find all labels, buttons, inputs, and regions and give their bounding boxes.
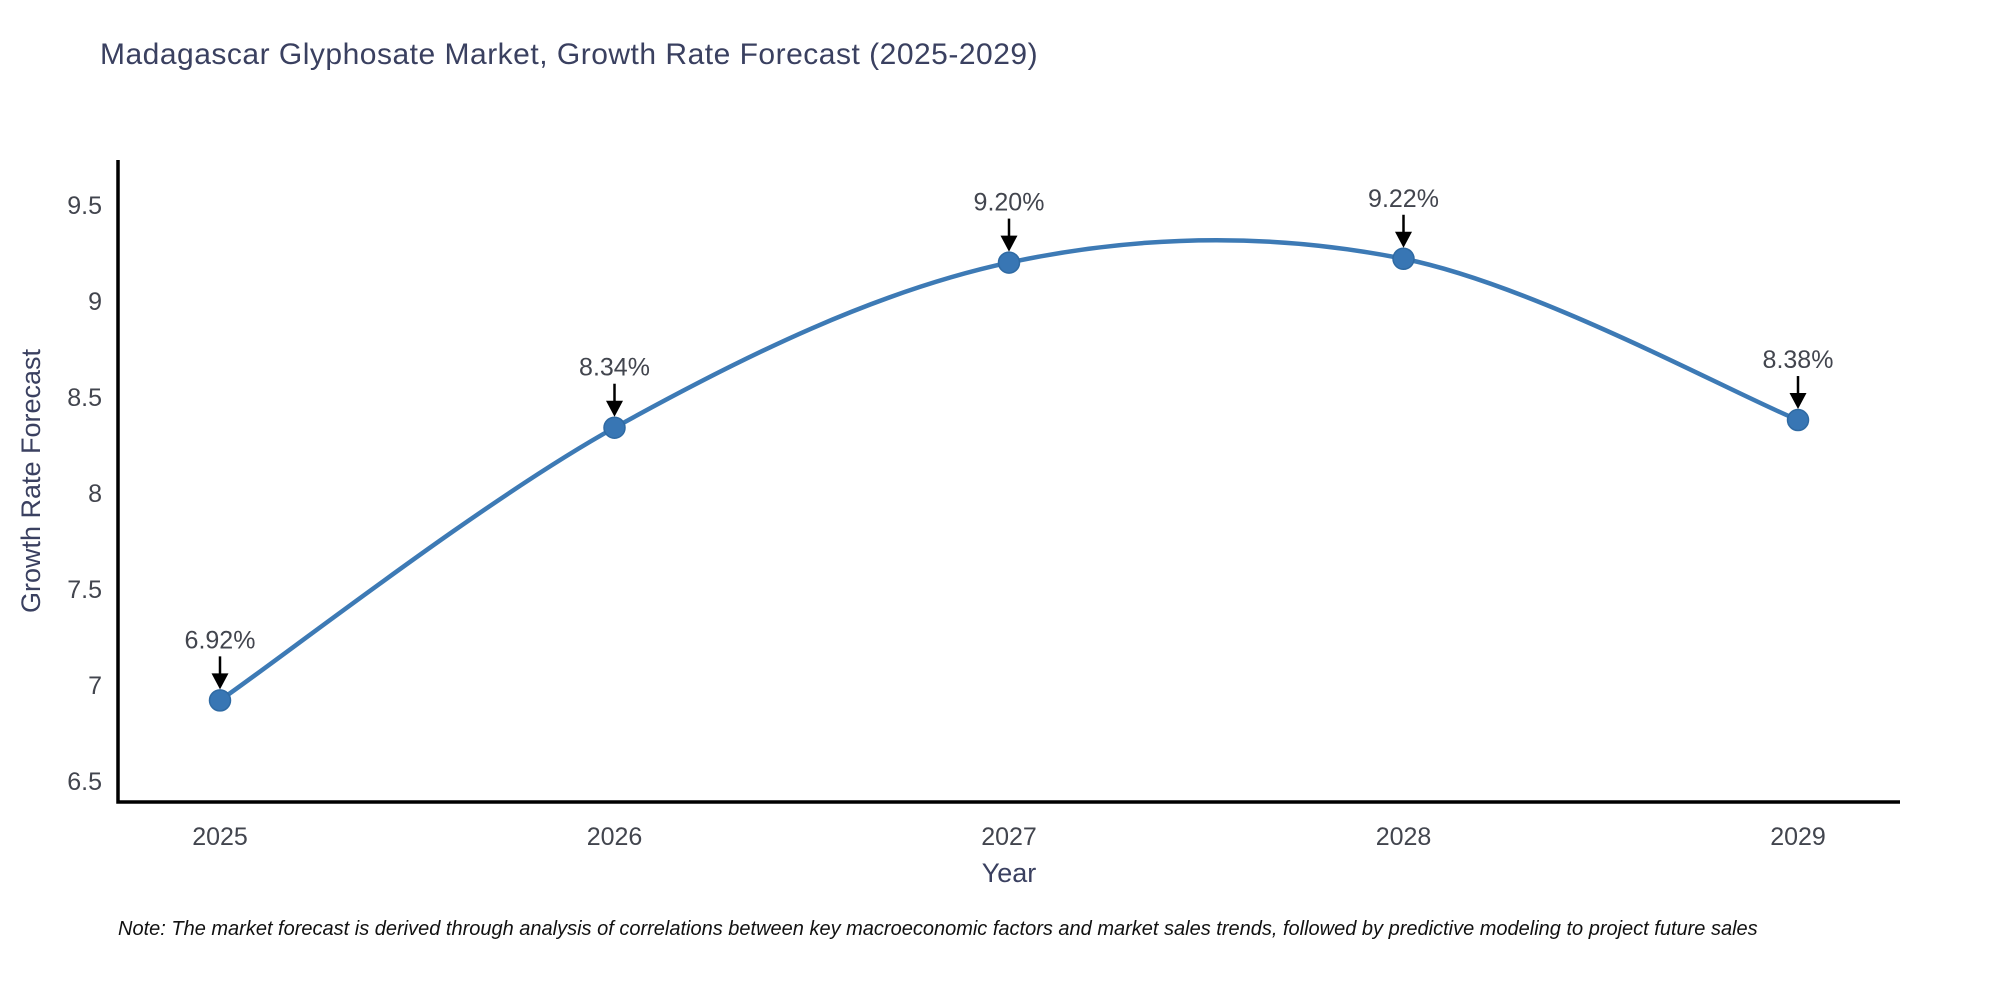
data-point-label: 8.38% bbox=[1763, 346, 1834, 374]
x-tick-label: 2029 bbox=[1770, 823, 1826, 851]
annotation-arrowhead-icon bbox=[1395, 231, 1412, 248]
footnote: Note: The market forecast is derived thr… bbox=[118, 918, 1758, 940]
data-point-label: 6.92% bbox=[185, 626, 256, 654]
y-tick-label: 7.5 bbox=[67, 576, 102, 604]
data-point-label: 9.22% bbox=[1368, 185, 1439, 213]
y-tick-label: 8.5 bbox=[67, 384, 102, 412]
y-tick-label: 7 bbox=[88, 672, 102, 700]
data-point-label: 9.20% bbox=[974, 189, 1045, 217]
data-point-marker bbox=[997, 251, 1021, 274]
annotation-arrowhead-icon bbox=[1789, 393, 1807, 410]
axis-lines bbox=[116, 160, 1900, 804]
x-tick-label: 2025 bbox=[192, 823, 248, 851]
annotation-arrowhead-icon bbox=[1000, 235, 1018, 252]
x-tick-label: 2028 bbox=[1376, 823, 1432, 851]
annotation-arrowhead-icon bbox=[211, 673, 229, 690]
annotation-arrowhead-icon bbox=[606, 400, 623, 417]
y-tick-label: 6.5 bbox=[67, 768, 102, 796]
x-axis-title: Year bbox=[982, 858, 1037, 888]
x-tick-label: 2027 bbox=[981, 823, 1037, 851]
data-point-marker bbox=[603, 416, 626, 439]
y-tick-label: 8 bbox=[88, 480, 102, 508]
y-axis-title: Growth Rate Forecast bbox=[16, 348, 46, 613]
data-point-marker bbox=[1786, 408, 1810, 432]
data-point-marker bbox=[1392, 247, 1415, 271]
data-point-marker bbox=[208, 689, 232, 712]
data-point-label: 8.34% bbox=[579, 354, 650, 382]
x-tick-label: 2026 bbox=[587, 823, 643, 851]
forecast-line bbox=[217, 237, 1801, 703]
y-tick-label: 9.5 bbox=[67, 192, 102, 220]
y-tick-label: 9 bbox=[88, 288, 102, 316]
chart-title: Madagascar Glyphosate Market, Growth Rat… bbox=[100, 38, 1039, 71]
